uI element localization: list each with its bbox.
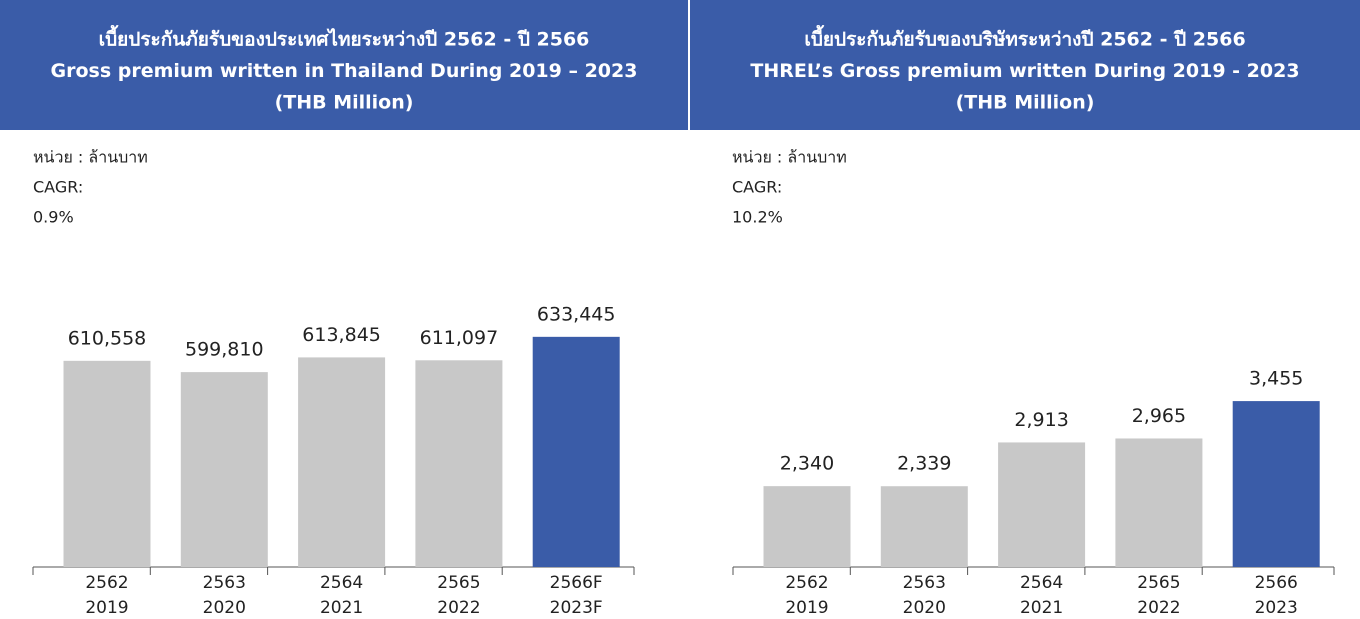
x-tick-label: 2562 xyxy=(785,573,828,593)
value-label: 599,810 xyxy=(185,339,264,361)
cagr-value: 0.9% xyxy=(33,208,74,227)
value-label: 611,097 xyxy=(420,327,499,349)
header-background xyxy=(0,0,1360,130)
chart-title: เบี้ยประกันภัยรับของบริษัทระหว่างปี 2562… xyxy=(804,25,1245,51)
value-label: 2,965 xyxy=(1132,405,1186,427)
value-label: 2,913 xyxy=(1014,409,1068,431)
unit-label: หน่วย : ล้านบาท xyxy=(732,148,847,167)
chart-title: (THB Million) xyxy=(275,92,414,114)
x-tick-label: 2020 xyxy=(203,598,246,618)
x-tick-label: 2566 xyxy=(1255,573,1298,593)
value-label: 613,845 xyxy=(302,324,381,346)
chart-title: THREL’s Gross premium written During 201… xyxy=(750,60,1299,82)
unit-label: หน่วย : ล้านบาท xyxy=(33,148,148,167)
bar xyxy=(180,372,268,567)
x-tick-label: 2019 xyxy=(85,598,128,618)
bar xyxy=(880,486,968,567)
x-tick-label: 2023 xyxy=(1255,598,1298,618)
x-tick-label: 2562 xyxy=(85,573,128,593)
x-tick-label: 2566F xyxy=(550,573,603,593)
chart-title: เบี้ยประกันภัยรับของประเทศไทยระหว่างปี 2… xyxy=(99,25,590,51)
value-label: 3,455 xyxy=(1249,368,1303,390)
x-tick-label: 2022 xyxy=(437,598,480,618)
bar xyxy=(298,357,386,567)
cagr-value: 10.2% xyxy=(732,208,783,227)
value-label: 2,340 xyxy=(780,453,834,475)
x-tick-label: 2565 xyxy=(1137,573,1180,593)
x-tick-label: 2019 xyxy=(785,598,828,618)
x-tick-label: 2563 xyxy=(203,573,246,593)
x-tick-label: 2021 xyxy=(1020,598,1063,618)
chart-title: Gross premium written in Thailand During… xyxy=(51,60,638,82)
x-tick-label: 2563 xyxy=(903,573,946,593)
x-tick-label: 2564 xyxy=(320,573,363,593)
x-tick-label: 2022 xyxy=(1137,598,1180,618)
x-tick-label: 2564 xyxy=(1020,573,1063,593)
bar xyxy=(998,442,1086,567)
value-label: 633,445 xyxy=(537,303,616,325)
x-tick-label: 2020 xyxy=(903,598,946,618)
chart-title: (THB Million) xyxy=(956,92,1095,114)
cagr-label: CAGR: xyxy=(33,178,83,197)
bar xyxy=(532,336,620,567)
bar xyxy=(763,486,851,567)
value-label: 610,558 xyxy=(68,327,147,349)
x-tick-label: 2023F xyxy=(550,598,603,618)
bar xyxy=(415,360,503,567)
x-tick-label: 2021 xyxy=(320,598,363,618)
bar xyxy=(1115,438,1203,567)
value-label: 2,339 xyxy=(897,453,951,475)
x-tick-label: 2565 xyxy=(437,573,480,593)
bar xyxy=(1232,401,1320,567)
header-divider xyxy=(688,0,690,130)
bar xyxy=(63,360,151,567)
cagr-label: CAGR: xyxy=(732,178,782,197)
